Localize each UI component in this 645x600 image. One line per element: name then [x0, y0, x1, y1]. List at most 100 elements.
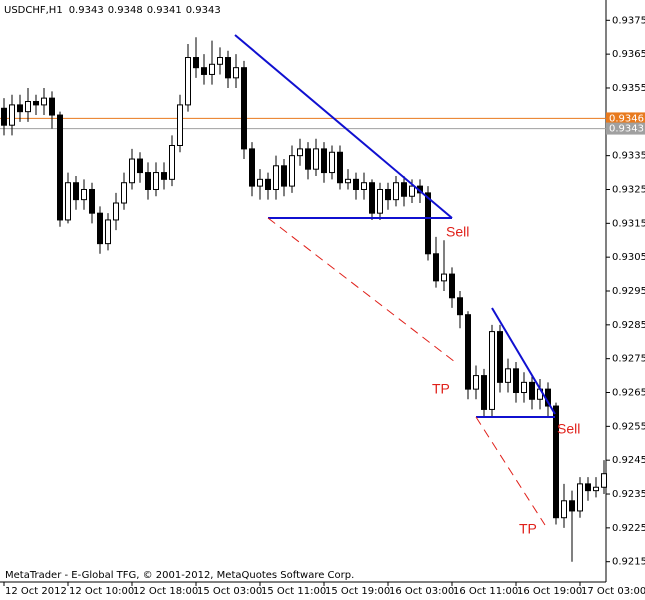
y-tick-label: 0.9245 — [612, 455, 645, 466]
y-tick-label: 0.9285 — [612, 320, 645, 331]
candle-body — [185, 57, 191, 106]
candle-body — [249, 148, 255, 187]
y-tick-label: 0.9375 — [612, 15, 645, 26]
candle-body — [121, 182, 127, 204]
candle-body — [169, 145, 175, 180]
plot — [0, 37, 607, 562]
candle-body — [433, 253, 439, 282]
candle-body — [1, 107, 7, 126]
annotation: Sell — [446, 224, 469, 240]
candle-body — [321, 148, 327, 174]
y-tick-label: 0.9225 — [612, 523, 645, 534]
y-tick-label: 0.9355 — [612, 83, 645, 94]
candle-body — [193, 57, 199, 69]
y-tick-label: 0.9305 — [612, 252, 645, 263]
price-label: 0.9343 — [609, 124, 644, 135]
candle-body — [361, 182, 367, 190]
candle-body — [561, 500, 567, 519]
candle-body — [593, 486, 599, 492]
candle-body — [329, 151, 335, 174]
candle-body — [409, 185, 415, 197]
candle-body — [425, 192, 431, 255]
candle-body — [57, 114, 63, 221]
candle-body — [489, 331, 495, 410]
x-tick-label: 12 Oct 10:00 — [69, 586, 134, 597]
candle-body — [505, 368, 511, 383]
candle-body — [385, 188, 391, 201]
candle-body — [137, 158, 143, 174]
candle-body — [465, 314, 471, 390]
header-close: 0.9343 — [186, 5, 221, 16]
candle-body — [393, 182, 399, 201]
price-label-box — [606, 122, 645, 135]
candle-body — [273, 165, 279, 190]
candle-body — [345, 178, 351, 184]
candle-body — [113, 202, 119, 221]
candle-body — [281, 165, 287, 187]
candle-body — [241, 67, 247, 150]
candle-body — [65, 182, 71, 221]
candle-body — [97, 212, 103, 245]
price-label-box — [606, 112, 645, 125]
candle-body — [81, 188, 87, 201]
y-tick-label: 0.9275 — [612, 354, 645, 365]
candle-body — [481, 375, 487, 410]
candle-body — [601, 473, 607, 488]
y-tick-label: 0.9335 — [612, 151, 645, 162]
candle-body — [497, 331, 503, 383]
y-tick-label: 0.9235 — [612, 489, 645, 500]
candle-body — [473, 375, 479, 390]
footer: MetaTrader - E-Global TFG, © 2001-2012, … — [5, 570, 354, 581]
candle-body — [377, 188, 383, 214]
candle-body — [225, 57, 231, 79]
candle-body — [49, 97, 55, 116]
x-tick-label: 16 Oct 11:00 — [453, 586, 518, 597]
drawings — [234, 34, 556, 526]
candle-body — [353, 178, 359, 190]
candle-body — [209, 63, 215, 75]
candle-body — [73, 182, 79, 201]
candle-body — [257, 178, 263, 187]
candle-body — [217, 57, 223, 65]
candle-body — [401, 182, 407, 197]
candle-body — [369, 182, 375, 214]
x-tick-label: 16 Oct 19:00 — [517, 586, 582, 597]
candle-body — [153, 172, 159, 190]
y-tick-label: 0.9215 — [612, 557, 645, 568]
x-tick-label: 16 Oct 03:00 — [389, 586, 454, 597]
candle-body — [105, 219, 111, 245]
candle-body — [513, 368, 519, 394]
trend-line — [234, 34, 453, 219]
y-tick-label: 0.9295 — [612, 286, 645, 297]
candle-body — [233, 67, 239, 79]
target-line — [267, 217, 456, 363]
price-label: 0.9346 — [609, 113, 644, 124]
candle-body — [449, 273, 455, 299]
candle-body — [41, 97, 47, 106]
x-tick-label: 12 Oct 2012 — [5, 586, 67, 597]
candle-body — [201, 67, 207, 75]
header-open: 0.9343 — [69, 5, 104, 16]
candle-body — [297, 148, 303, 157]
candle-body — [25, 101, 31, 113]
annotation: TP — [519, 521, 537, 537]
y-tick-label: 0.9255 — [612, 421, 645, 432]
candle-body — [89, 188, 95, 214]
header-low: 0.9341 — [147, 5, 182, 16]
candle-body — [305, 148, 311, 170]
x-tick-label: 17 Oct 03:00 — [581, 586, 645, 597]
candle-body — [289, 155, 295, 187]
candle-body — [457, 297, 463, 316]
candle-body — [441, 273, 447, 282]
x-tick-label: 12 Oct 18:00 — [133, 586, 198, 597]
y-tick-label: 0.9365 — [612, 49, 645, 60]
y-tick-label: 0.9315 — [612, 218, 645, 229]
candle-body — [161, 172, 167, 180]
annotation: Sell — [557, 421, 580, 437]
candle-body — [145, 172, 151, 190]
symbol: USDCHF,H1 — [4, 5, 63, 16]
candle-body — [17, 104, 23, 113]
candle-body — [577, 483, 583, 512]
header-high: 0.9348 — [108, 5, 143, 16]
